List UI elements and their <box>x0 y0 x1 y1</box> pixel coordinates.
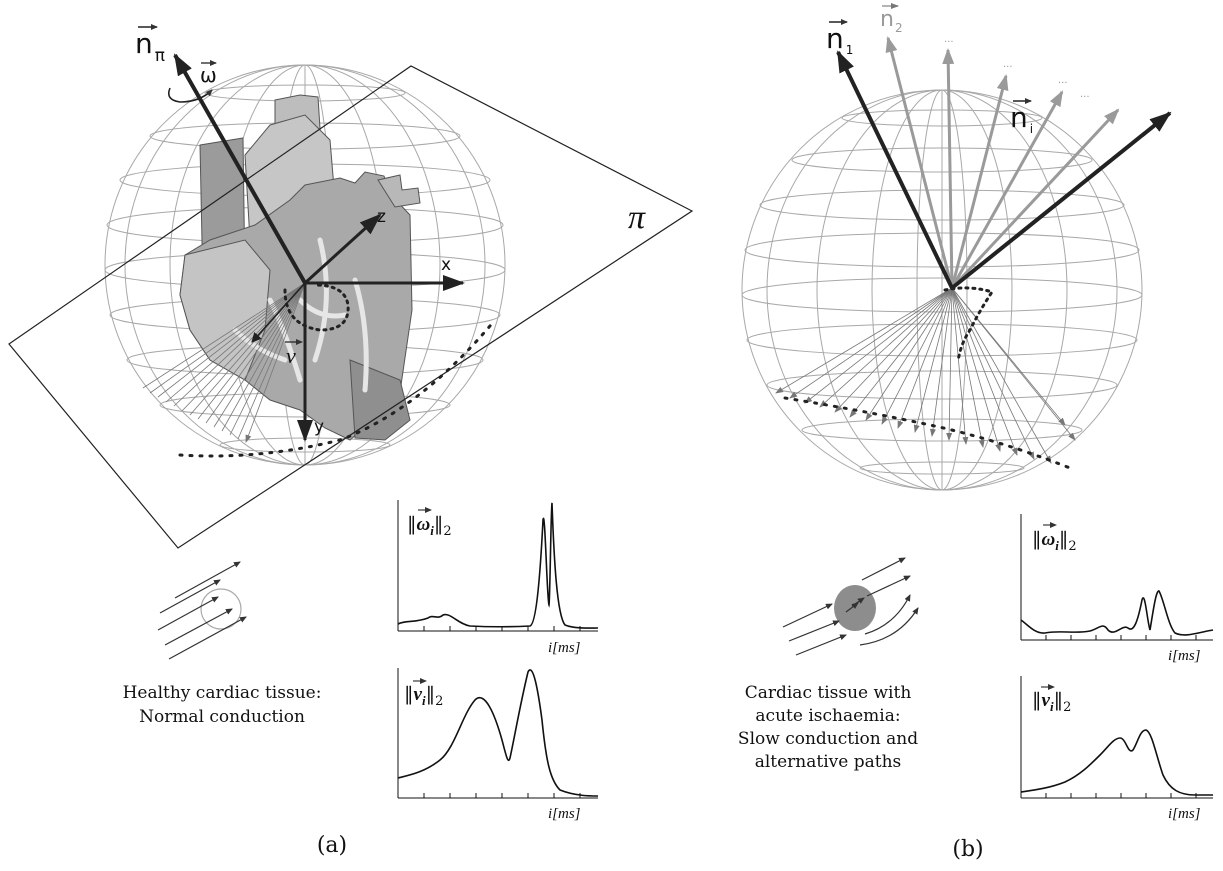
n2-label: n2 <box>880 7 903 35</box>
axis-z-label: z <box>377 207 386 227</box>
rotation-arrow-omega <box>167 87 213 103</box>
caption-b-line1: Cardiac tissue with <box>745 683 912 703</box>
activation-loop-dotted-a <box>283 283 350 332</box>
axis-x-label: x <box>441 255 451 275</box>
velocity-label: v <box>286 343 296 368</box>
ischaemia-tissue-icon <box>782 557 919 656</box>
wavefront-dotted-b <box>783 396 1077 472</box>
panel-a-label: (a) <box>317 833 347 858</box>
activation-loop-dotted-b <box>943 286 995 364</box>
ellipsis-4: ... <box>1080 89 1090 100</box>
gray-normal-vectors <box>885 36 1120 290</box>
ellipsis-3: ... <box>1058 75 1068 86</box>
plot-v-a-ylabel: ‖vi‖2 <box>404 683 443 709</box>
plot-omega-a: ‖ωi‖2 i[ms] <box>397 500 599 656</box>
caption-b-line4: alternative paths <box>755 752 902 772</box>
sphere-b <box>741 89 1143 491</box>
caption-a-line2: Normal conduction <box>139 707 305 727</box>
plot-v-a-xlabel: i[ms] <box>548 806 581 822</box>
normal-vector-n-pi <box>173 53 307 284</box>
propagation-rays-b <box>775 287 1076 464</box>
wavefront-dotted-a <box>178 318 497 458</box>
plot-omega-a-xlabel: i[ms] <box>548 640 581 656</box>
propagation-rays-a <box>142 282 306 442</box>
plot-v-a: ‖vi‖2 i[ms] <box>397 668 599 822</box>
caption-b-line2: acute ischaemia: <box>755 706 900 726</box>
normal-vector-ni <box>950 111 1172 290</box>
healthy-tissue-icon <box>157 561 247 660</box>
ellipsis-2: ... <box>1003 59 1013 70</box>
plane-pi-label: π <box>628 199 646 236</box>
plot-omega-b-xlabel: i[ms] <box>1168 648 1201 664</box>
omega-label: ω <box>200 63 217 87</box>
plot-omega-b: ‖ωi‖2 i[ms] <box>1020 514 1214 664</box>
plot-omega-a-ylabel: ‖ωi‖2 <box>407 513 452 539</box>
panel-b-label: (b) <box>952 837 983 862</box>
velocity-vector-arrow <box>251 282 306 343</box>
caption-b-line3: Slow conduction and <box>738 729 918 749</box>
caption-a-line1: Healthy cardiac tissue: <box>123 683 322 703</box>
plane-pi <box>8 65 694 549</box>
plot-omega-b-ylabel: ‖ωi‖2 <box>1032 528 1077 554</box>
plot-v-b: ‖vi‖2 i[ms] <box>1020 676 1213 822</box>
plot-v-b-ylabel: ‖vi‖2 <box>1032 689 1071 715</box>
plot-v-b-xlabel: i[ms] <box>1168 806 1201 822</box>
axis-z-arrow <box>303 213 382 285</box>
axis-y-label: y <box>314 417 324 437</box>
ellipsis-1: ... <box>944 34 954 45</box>
normal-vector-n1 <box>836 50 954 289</box>
